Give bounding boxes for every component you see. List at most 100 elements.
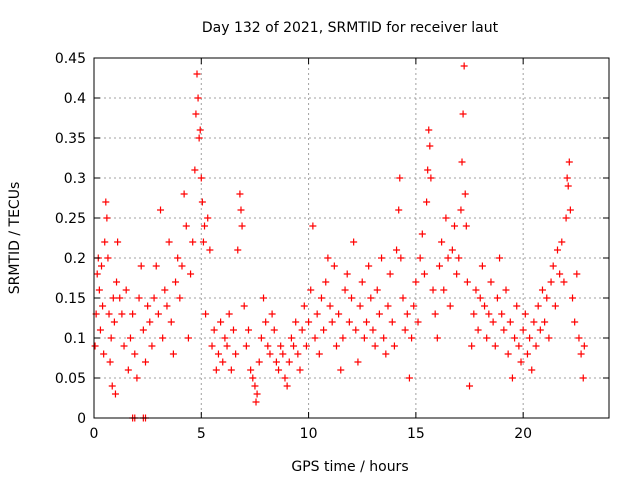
data-point — [99, 302, 107, 310]
data-point — [410, 302, 418, 310]
data-point — [460, 62, 468, 70]
data-point — [296, 366, 304, 374]
y-tick-label: 0.1 — [64, 331, 86, 347]
data-point — [189, 238, 197, 246]
data-point — [111, 390, 119, 398]
data-point — [196, 126, 204, 134]
data-point — [378, 254, 386, 262]
data-point — [345, 318, 353, 326]
data-point — [202, 310, 210, 318]
data-point — [579, 374, 587, 382]
data-point — [414, 318, 422, 326]
data-point — [159, 334, 167, 342]
data-point — [98, 262, 106, 270]
data-point — [298, 326, 306, 334]
y-tick-label: 0.35 — [55, 131, 86, 147]
data-point — [375, 310, 383, 318]
data-point — [290, 342, 298, 350]
data-point — [305, 318, 313, 326]
data-point — [309, 222, 317, 230]
data-point — [300, 302, 308, 310]
data-point — [194, 94, 202, 102]
y-tick-label: 0.4 — [64, 91, 86, 107]
data-point — [281, 374, 289, 382]
data-point — [426, 142, 434, 150]
data-point — [238, 222, 246, 230]
data-point — [116, 294, 124, 302]
data-point — [485, 310, 493, 318]
data-point — [358, 278, 366, 286]
data-point — [198, 198, 206, 206]
data-point — [547, 278, 555, 286]
data-point — [560, 278, 568, 286]
x-tick-label: 0 — [90, 426, 99, 442]
data-point — [545, 334, 553, 342]
data-point — [330, 262, 338, 270]
data-point — [405, 374, 413, 382]
data-point — [315, 350, 323, 358]
data-point — [365, 262, 373, 270]
data-point — [339, 334, 347, 342]
data-point — [257, 334, 265, 342]
data-point — [442, 214, 450, 222]
data-point — [275, 366, 283, 374]
data-point — [249, 374, 257, 382]
data-point — [106, 358, 114, 366]
data-point — [360, 334, 368, 342]
data-point — [390, 342, 398, 350]
data-point — [264, 342, 272, 350]
chart-title: Day 132 of 2021, SRMTID for receiver lau… — [202, 20, 499, 36]
data-point — [556, 270, 564, 278]
data-point — [178, 262, 186, 270]
y-tick-label: 0.3 — [64, 171, 86, 187]
data-point — [481, 302, 489, 310]
data-point — [101, 238, 109, 246]
data-point — [285, 358, 293, 366]
data-point — [367, 294, 375, 302]
data-point — [500, 326, 508, 334]
data-point — [165, 238, 173, 246]
data-point — [354, 358, 362, 366]
data-point — [326, 302, 334, 310]
data-point — [341, 286, 349, 294]
plot-area — [94, 58, 609, 418]
data-point — [204, 214, 212, 222]
data-point — [536, 326, 544, 334]
data-point — [232, 350, 240, 358]
y-axis-ticks: 0 0.05 0.1 0.15 0.2 0.25 0.3 0.35 0.4 0.45 — [55, 51, 609, 427]
data-point — [279, 350, 287, 358]
x-axis-label: GPS time / hours — [291, 459, 408, 475]
data-point — [418, 230, 426, 238]
data-point — [580, 342, 588, 350]
data-point — [563, 174, 571, 182]
data-point — [93, 270, 101, 278]
data-point — [195, 134, 203, 142]
data-point — [493, 294, 501, 302]
data-point — [221, 334, 229, 342]
data-point — [311, 334, 319, 342]
data-point — [260, 294, 268, 302]
data-point — [302, 342, 310, 350]
data-point — [491, 342, 499, 350]
data-point — [412, 278, 420, 286]
x-tick-label: 20 — [514, 426, 532, 442]
data-point — [253, 390, 261, 398]
data-point — [328, 318, 336, 326]
data-point — [519, 326, 527, 334]
data-point — [148, 342, 156, 350]
data-point — [420, 270, 428, 278]
data-point — [283, 382, 291, 390]
data-point — [313, 310, 321, 318]
data-point — [247, 366, 255, 374]
data-point — [118, 310, 126, 318]
data-point — [393, 246, 401, 254]
data-point — [543, 294, 551, 302]
data-point — [237, 206, 245, 214]
data-point — [152, 262, 160, 270]
data-point — [146, 318, 154, 326]
data-point — [476, 294, 484, 302]
data-point — [161, 286, 169, 294]
data-point — [506, 318, 514, 326]
data-point — [176, 294, 184, 302]
